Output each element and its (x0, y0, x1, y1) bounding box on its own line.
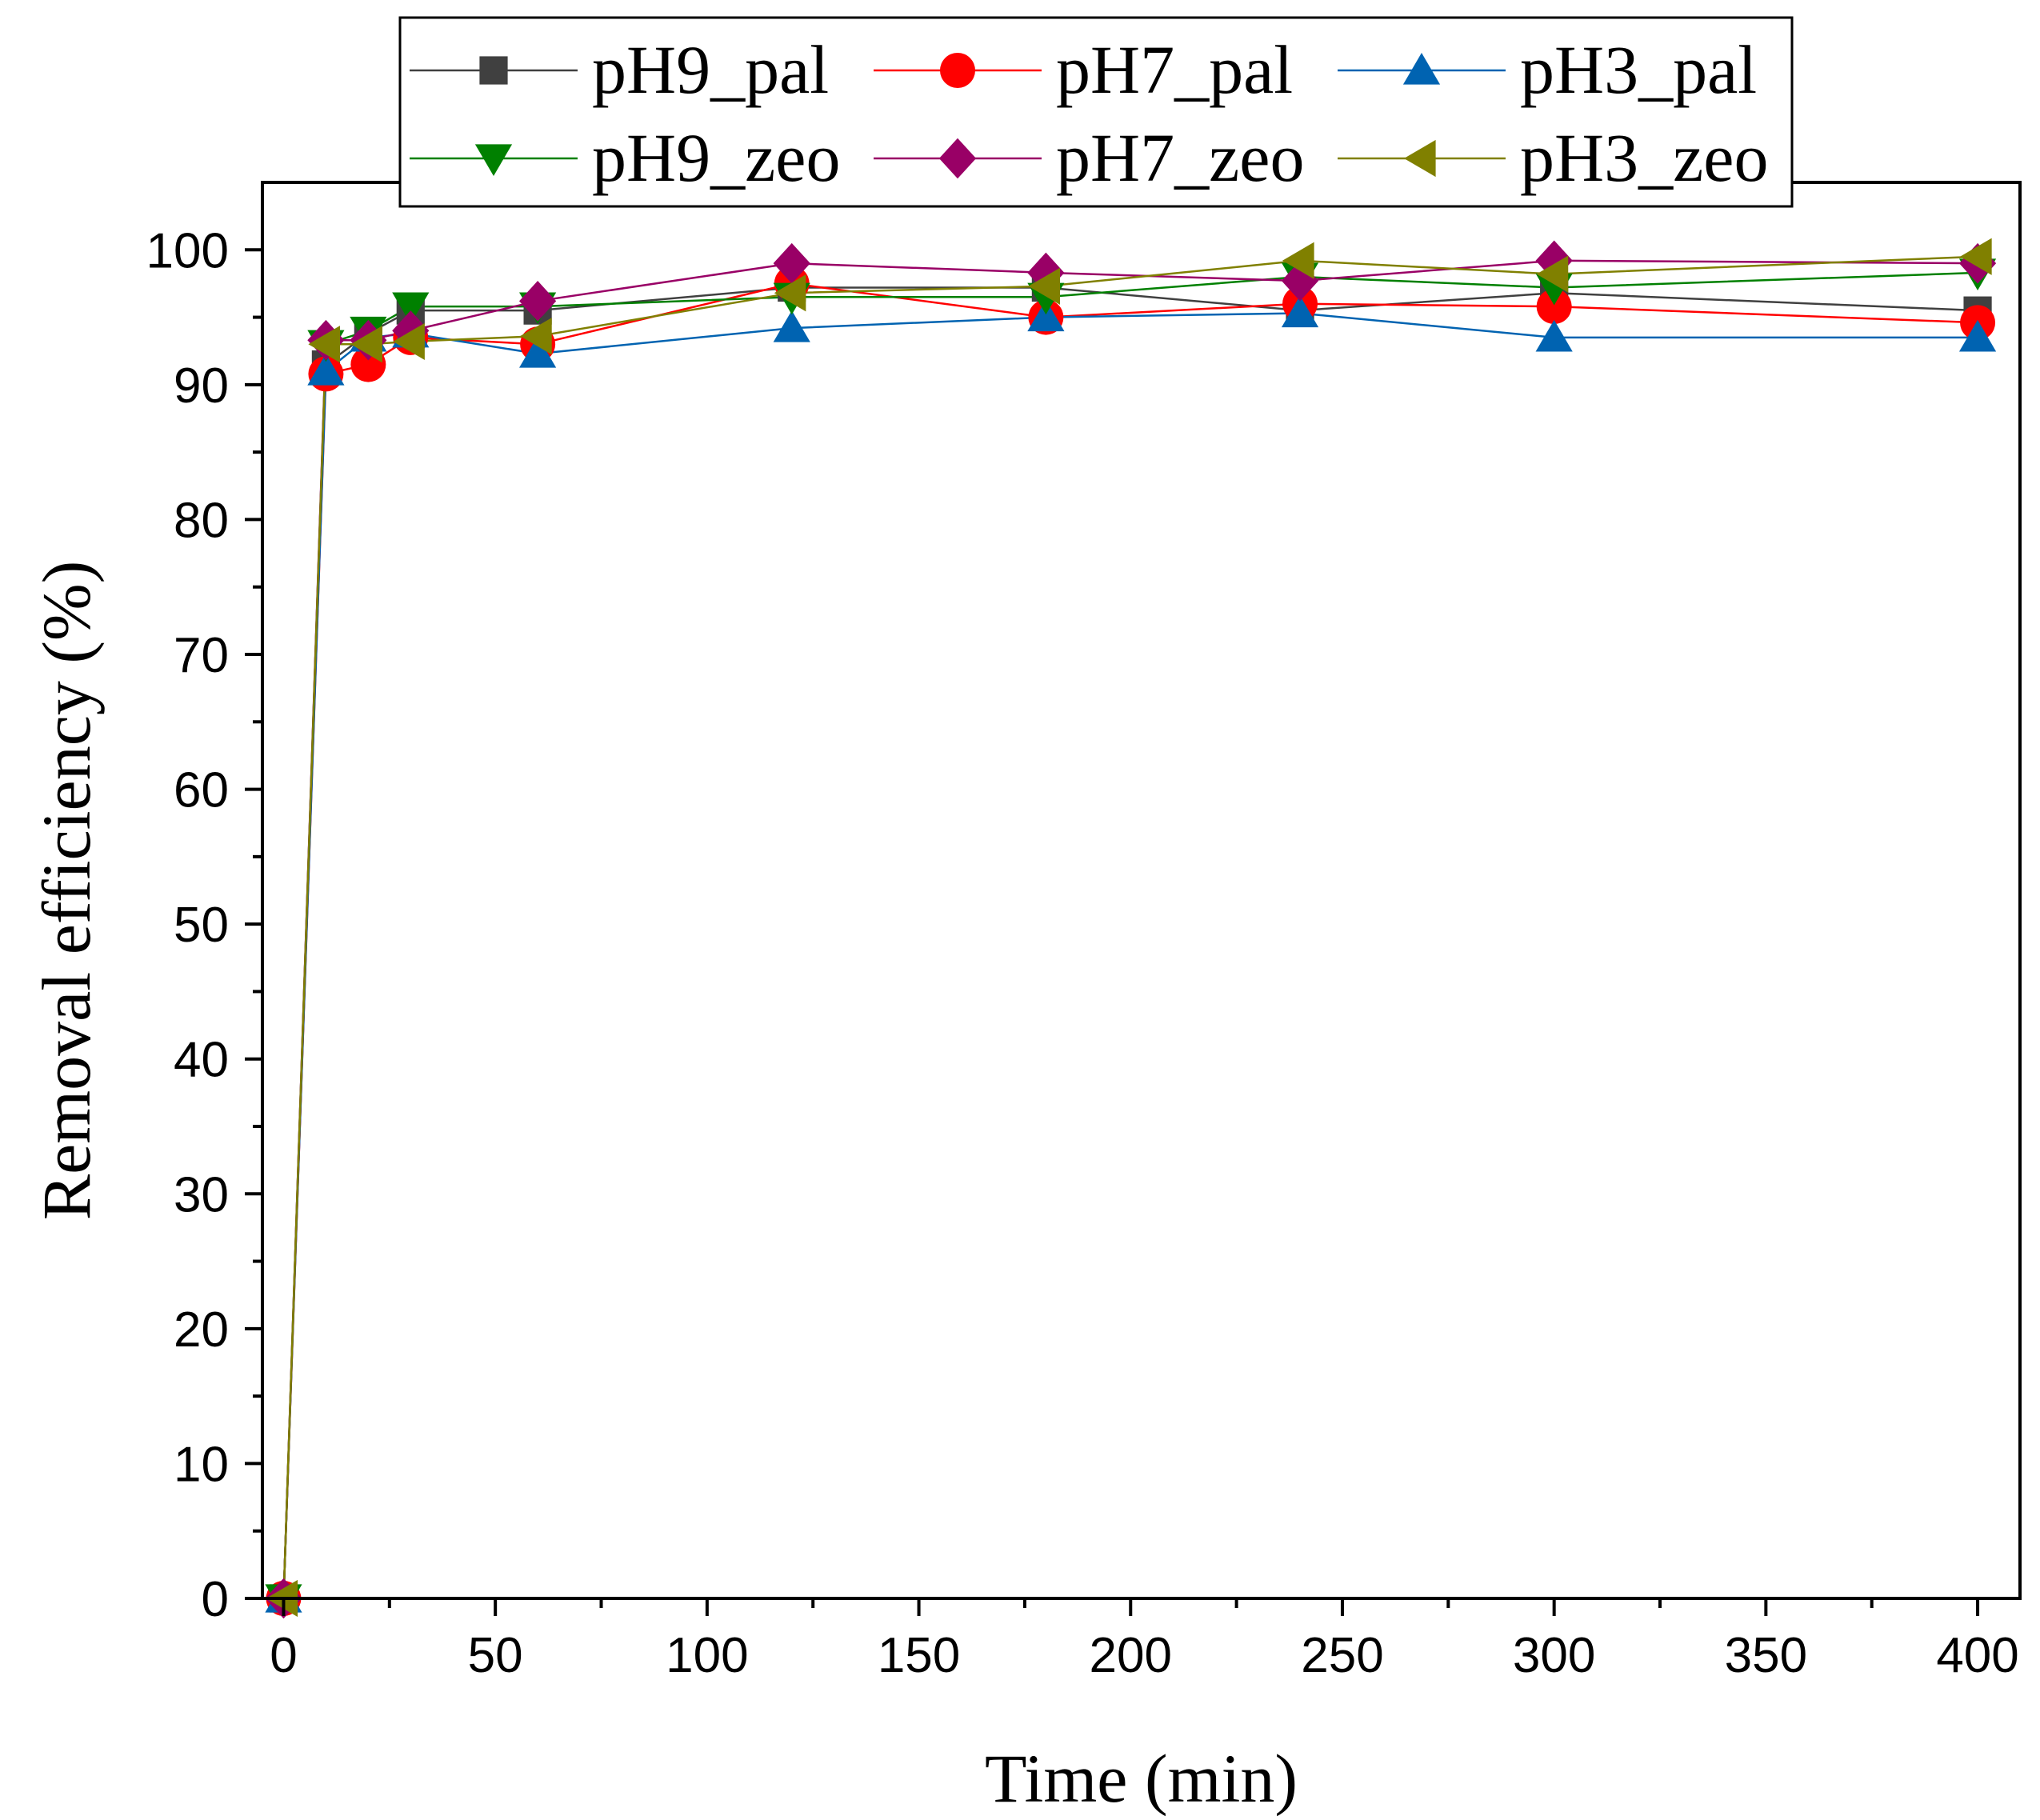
y-tick-label: 70 (174, 628, 229, 683)
x-tick-label: 300 (1513, 1628, 1595, 1683)
data-point-pH3_pal (307, 354, 345, 386)
x-axis-title: Time (min) (985, 1740, 1298, 1817)
x-tick-label: 250 (1301, 1628, 1383, 1683)
y-tick-label: 40 (174, 1033, 229, 1088)
data-point-pH3_zeo (393, 322, 425, 361)
legend-marker-pH7_pal (940, 53, 975, 88)
legend-label-pH7_pal: pH7_pal (1056, 31, 1293, 108)
legend-marker-pH9_pal (479, 56, 508, 85)
data-point-pH9_zeo (392, 292, 430, 325)
legend-marker-pH3_pal (1402, 53, 1441, 85)
legend-label-pH9_zeo: pH9_zeo (592, 119, 840, 196)
y-axis-title: Removal efficiency (%) (28, 561, 105, 1221)
data-point-pH7_zeo (773, 242, 810, 284)
data-point-pH3_zeo (520, 318, 552, 355)
legend-label-pH7_zeo: pH7_zeo (1056, 119, 1304, 196)
data-point-pH3_pal (1535, 319, 1573, 352)
y-tick-label: 100 (146, 223, 229, 278)
x-tick-label: 400 (1936, 1628, 2018, 1683)
y-tick-label: 10 (174, 1437, 229, 1492)
x-tick-label: 100 (666, 1628, 748, 1683)
legend-label-pH3_zeo: pH3_zeo (1520, 119, 1768, 196)
x-tick-label: 350 (1725, 1628, 1807, 1683)
legend-label-pH9_pal: pH9_pal (592, 31, 829, 108)
y-tick-label: 30 (174, 1167, 229, 1222)
y-tick-label: 50 (174, 898, 229, 953)
data-point-pH3_zeo (1960, 238, 1992, 275)
x-tick-label: 50 (468, 1628, 523, 1683)
data-point-pH3_pal (519, 336, 557, 368)
data-point-pH3_zeo (308, 326, 341, 363)
data-point-pH7_zeo (519, 281, 557, 322)
data-point-pH3_pal (1027, 299, 1065, 332)
y-tick-label: 0 (202, 1572, 229, 1627)
legend-marker-pH9_zeo (474, 144, 513, 176)
series-lines (282, 255, 1978, 1599)
data-point-pH3_pal (773, 310, 810, 342)
x-tick-label: 150 (878, 1628, 960, 1683)
y-tick-label: 90 (174, 358, 229, 414)
data-point-pH3_pal (1958, 319, 1997, 352)
data-point-pH3_zeo (350, 326, 382, 363)
series-line-pH3_zeo (282, 255, 1978, 1599)
series-line-pH9_pal (282, 286, 1978, 1599)
series-line-pH7_zeo (282, 259, 1978, 1599)
y-tick-label: 60 (174, 763, 229, 818)
data-point-pH3_pal (1281, 295, 1319, 328)
y-tick-label: 20 (174, 1302, 229, 1358)
y-axis-ticks: 0 10 20 30 40 50 60 70 80 90 100 (146, 223, 262, 1627)
data-point-pH3_zeo (1282, 242, 1314, 279)
legend-marker-pH3_zeo (1404, 139, 1436, 178)
legend: pH9_pal pH7_pal pH3_pal pH9_zeo pH7_zeo pH3_z… (398, 16, 1794, 208)
data-point-pH3_zeo (1028, 267, 1060, 305)
data-point-pH7_zeo (392, 310, 430, 351)
legend-box (398, 16, 1794, 208)
data-point-pH3_zeo (1536, 255, 1569, 293)
series-line-pH3_pal (282, 312, 1978, 1599)
x-tick-label: 0 (270, 1628, 297, 1683)
legend-marker-pH7_zeo (938, 138, 977, 179)
legend-label-pH3_pal: pH3_pal (1520, 31, 1757, 108)
y-tick-label: 80 (174, 493, 229, 548)
data-point-pH7_pal (1536, 289, 1572, 325)
data-point-pH3_zeo (774, 274, 806, 312)
x-tick-label: 200 (1090, 1628, 1172, 1683)
series-line-pH9_zeo (282, 271, 1978, 1599)
series-markers (265, 238, 1997, 1619)
